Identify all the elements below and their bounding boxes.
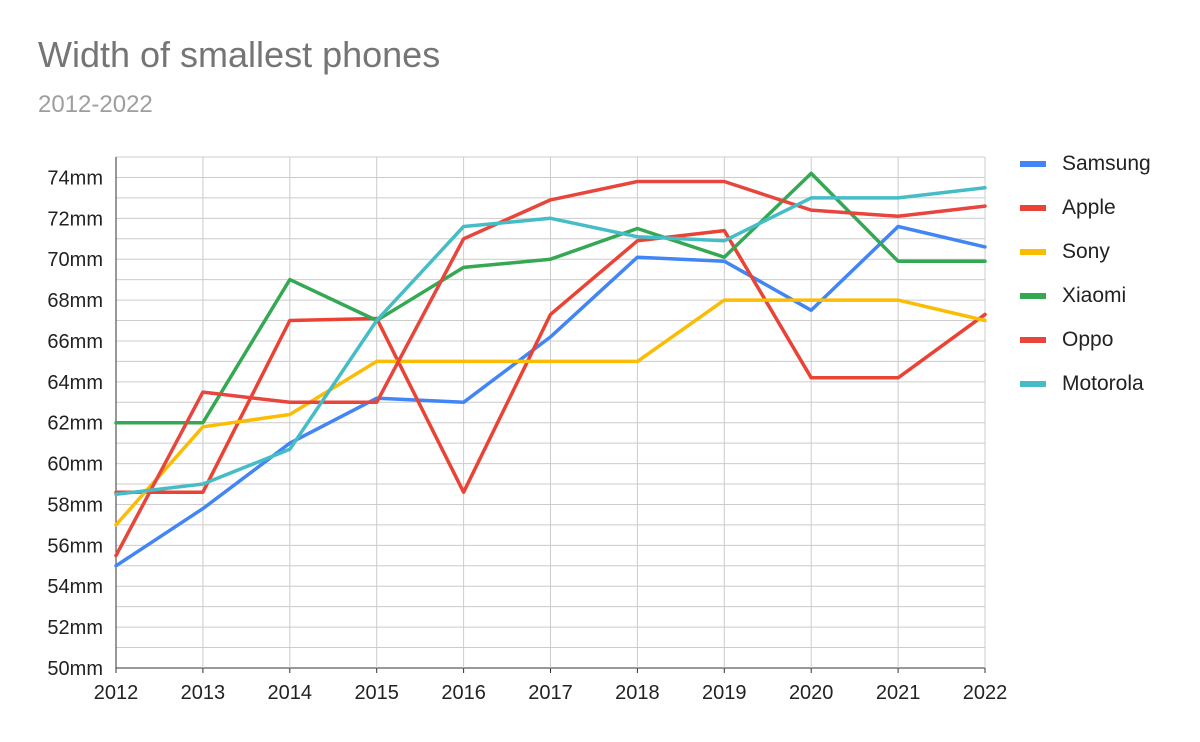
x-tick-label: 2019	[702, 682, 747, 704]
y-tick-label: 62mm	[47, 413, 103, 435]
series-layer	[114, 171, 987, 568]
legend-swatch	[1020, 161, 1046, 167]
y-tick-label: 56mm	[47, 535, 103, 557]
legend-label: Motorola	[1062, 372, 1144, 395]
legend-swatch	[1020, 293, 1046, 299]
legend-swatch	[1020, 337, 1046, 343]
legend-item-oppo: Oppo	[1020, 318, 1151, 362]
series-line-xiaomi	[114, 171, 987, 425]
legend-swatch	[1020, 249, 1046, 255]
legend: Samsung Apple Sony Xiaomi Oppo Motorola	[1020, 142, 1151, 406]
legend-label: Oppo	[1062, 328, 1114, 351]
series-line-motorola	[114, 185, 987, 497]
y-tick-label: 70mm	[47, 249, 103, 271]
x-tick-label: 2014	[268, 682, 313, 704]
y-tick-label: 58mm	[47, 494, 103, 516]
grid-layer	[115, 156, 986, 669]
x-tick-label: 2015	[354, 682, 399, 704]
x-tick-label: 2021	[876, 682, 921, 704]
legend-label: Samsung	[1062, 152, 1151, 175]
y-tick-label: 64mm	[47, 372, 103, 394]
series-line-samsung	[114, 224, 987, 568]
series-line-apple	[114, 228, 987, 494]
legend-item-samsung: Samsung	[1020, 142, 1151, 186]
series-samsung	[114, 224, 987, 568]
x-tick-label: 2012	[94, 682, 139, 704]
legend-item-apple: Apple	[1020, 186, 1151, 230]
legend-item-sony: Sony	[1020, 230, 1151, 274]
x-tick-label: 2020	[789, 682, 834, 704]
x-tick-label: 2017	[528, 682, 573, 704]
series-line-sony	[114, 298, 987, 527]
legend-label: Xiaomi	[1062, 284, 1127, 307]
legend-label: Apple	[1062, 196, 1116, 219]
y-tick-label: 60mm	[47, 454, 103, 476]
series-xiaomi	[114, 171, 987, 425]
legend-item-motorola: Motorola	[1020, 362, 1151, 406]
chart-subtitle: 2012-2022	[38, 91, 153, 118]
legend-swatch	[1020, 381, 1046, 387]
y-tick-label: 52mm	[47, 617, 103, 639]
series-line-oppo	[114, 179, 987, 558]
chart-title: Width of smallest phones	[38, 34, 441, 75]
legend-item-xiaomi: Xiaomi	[1020, 274, 1151, 318]
x-tick-label: 2018	[615, 682, 660, 704]
y-tick-label: 74mm	[47, 167, 103, 189]
series-sony	[114, 298, 987, 527]
x-tick-label: 2022	[963, 682, 1008, 704]
y-tick-label: 66mm	[47, 331, 103, 353]
y-tick-label: 54mm	[47, 576, 103, 598]
axis-layer: 50mm 52mm 54mm 56mm 58mm 60mm 62mm 64mm 66mm 68mm…	[47, 167, 1007, 704]
series-apple	[114, 228, 987, 494]
x-tick-label: 2013	[181, 682, 226, 704]
legend-swatch	[1020, 205, 1046, 211]
series-oppo	[114, 179, 987, 558]
y-tick-label: 72mm	[47, 208, 103, 230]
y-tick-label: 50mm	[47, 658, 103, 680]
legend-label: Sony	[1062, 240, 1110, 263]
y-tick-label: 68mm	[47, 290, 103, 312]
x-tick-label: 2016	[441, 682, 486, 704]
series-motorola	[114, 185, 987, 497]
